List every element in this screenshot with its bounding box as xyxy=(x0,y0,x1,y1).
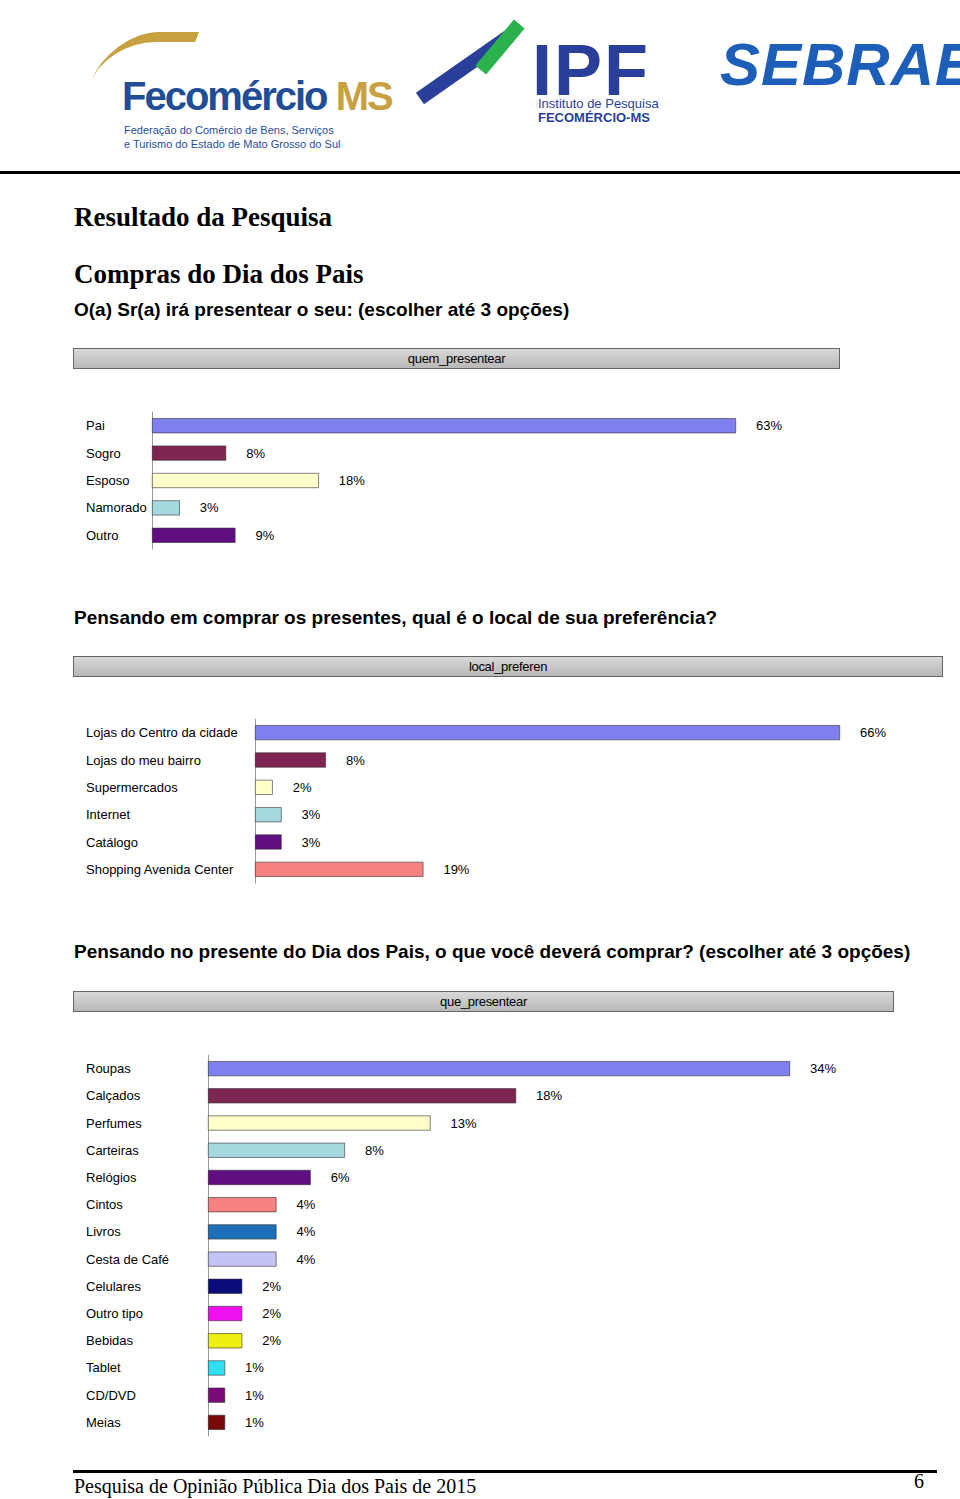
svg-text:4%: 4% xyxy=(296,1197,315,1212)
svg-text:Tablet: Tablet xyxy=(86,1360,121,1375)
html-text:O(a) Sr(a) irá presentear o se: O(a) Sr(a) irá presentear o seu: (escolh… xyxy=(74,299,570,320)
svg-text:Celulares: Celulares xyxy=(86,1279,141,1294)
svg-text:8%: 8% xyxy=(365,1143,384,1158)
svg-text:63%: 63% xyxy=(756,418,782,433)
svg-text:Calçados: Calçados xyxy=(86,1088,141,1103)
svg-text:Supermercados: Supermercados xyxy=(86,780,178,795)
svg-text:Internet: Internet xyxy=(86,807,130,822)
svg-text:Perfumes: Perfumes xyxy=(86,1116,142,1131)
svg-text:Outro tipo: Outro tipo xyxy=(86,1306,143,1321)
svg-text:18%: 18% xyxy=(339,473,365,488)
html-text:Compras do Dia dos Pais: Compras do Dia dos Pais xyxy=(74,259,364,289)
svg-text:9%: 9% xyxy=(255,528,274,543)
svg-text:3%: 3% xyxy=(302,807,321,822)
svg-text:Cintos: Cintos xyxy=(86,1197,123,1212)
svg-text:2%: 2% xyxy=(262,1333,281,1348)
svg-text:Roupas: Roupas xyxy=(86,1061,131,1076)
svg-text:Lojas do meu bairro: Lojas do meu bairro xyxy=(86,753,201,768)
html-text:Fecomércio MS: Fecomércio MS xyxy=(122,74,392,118)
svg-text:Esposo: Esposo xyxy=(86,473,129,488)
svg-text:Lojas do Centro da cidade: Lojas do Centro da cidade xyxy=(86,725,238,740)
svg-text:Bebidas: Bebidas xyxy=(86,1333,133,1348)
html-text:e Turismo do Estado de Mato Gr: e Turismo do Estado de Mato Grosso do Su… xyxy=(124,138,341,150)
svg-text:4%: 4% xyxy=(296,1252,315,1267)
html-text:Resultado da Pesquisa: Resultado da Pesquisa xyxy=(74,202,333,232)
svg-text:3%: 3% xyxy=(200,500,219,515)
svg-text:Meias: Meias xyxy=(86,1415,121,1430)
html-text:Federação do Comércio de Bens,: Federação do Comércio de Bens, Serviços xyxy=(124,124,334,136)
svg-text:1%: 1% xyxy=(245,1360,264,1375)
svg-text:CD/DVD: CD/DVD xyxy=(86,1388,136,1403)
svg-text:8%: 8% xyxy=(346,753,365,768)
svg-text:Cesta de Café: Cesta de Café xyxy=(86,1252,169,1267)
svg-text:Outro: Outro xyxy=(86,528,119,543)
html-text:quem_presentear: quem_presentear xyxy=(407,351,506,366)
html-text:Pensando em comprar os present: Pensando em comprar os presentes, qual é… xyxy=(74,607,718,628)
svg-text:Relógios: Relógios xyxy=(86,1170,137,1185)
svg-text:13%: 13% xyxy=(451,1116,477,1131)
svg-text:2%: 2% xyxy=(262,1306,281,1321)
html-text:6: 6 xyxy=(914,1470,924,1492)
svg-text:1%: 1% xyxy=(245,1415,264,1430)
svg-text:Namorado: Namorado xyxy=(86,500,147,515)
svg-text:Shopping Avenida Center: Shopping Avenida Center xyxy=(86,862,234,877)
svg-text:1%: 1% xyxy=(245,1388,264,1403)
html-text:IPF: IPF xyxy=(532,30,650,110)
svg-text:6%: 6% xyxy=(331,1170,350,1185)
svg-text:34%: 34% xyxy=(810,1061,836,1076)
html-text:FECOMÉRCIO-MS: FECOMÉRCIO-MS xyxy=(538,110,650,125)
svg-text:3%: 3% xyxy=(302,835,321,850)
svg-text:8%: 8% xyxy=(246,446,265,461)
svg-text:2%: 2% xyxy=(293,780,312,795)
svg-text:2%: 2% xyxy=(262,1279,281,1294)
svg-text:Sogro: Sogro xyxy=(86,446,121,461)
svg-text:Carteiras: Carteiras xyxy=(86,1143,139,1158)
html-text:que_presentear: que_presentear xyxy=(440,994,527,1009)
html-text:Pesquisa de Opinião Pública Di: Pesquisa de Opinião Pública Dia dos Pais… xyxy=(74,1475,477,1497)
html-text:Pensando no presente do Dia do: Pensando no presente do Dia dos Pais, o … xyxy=(74,941,911,962)
svg-text:66%: 66% xyxy=(860,725,886,740)
html-text:Instituto de Pesquisa: Instituto de Pesquisa xyxy=(538,96,659,111)
svg-text:Pai: Pai xyxy=(86,418,105,433)
svg-text:Livros: Livros xyxy=(86,1224,121,1239)
svg-text:4%: 4% xyxy=(296,1224,315,1239)
svg-text:Catálogo: Catálogo xyxy=(86,835,138,850)
svg-text:18%: 18% xyxy=(536,1088,562,1103)
svg-text:19%: 19% xyxy=(443,862,469,877)
html-text:local_preferen: local_preferen xyxy=(468,659,548,674)
